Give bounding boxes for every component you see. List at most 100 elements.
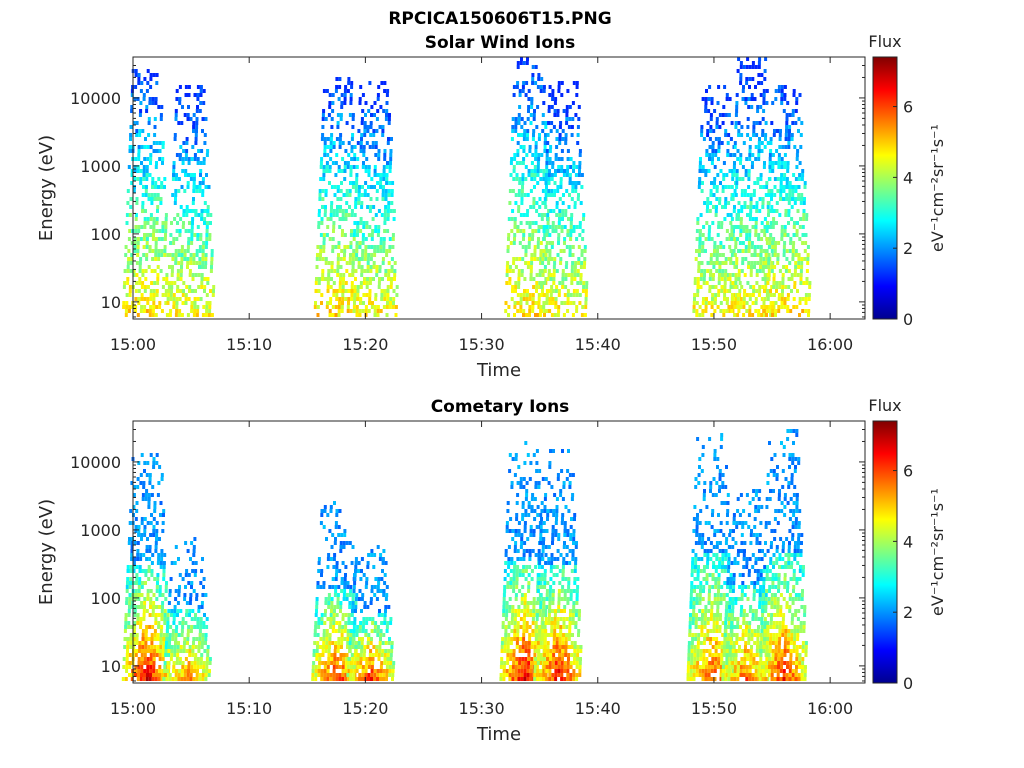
heat-cell (793, 285, 797, 289)
heat-cell (520, 669, 524, 673)
heat-cell (505, 669, 509, 673)
heat-cell (140, 517, 144, 521)
heat-cell (385, 165, 389, 169)
heat-cell (368, 281, 372, 285)
heat-cell (138, 265, 142, 269)
heat-cell (339, 549, 343, 553)
heat-cell (524, 649, 528, 653)
heat-cell (511, 285, 515, 289)
heat-cell (528, 149, 532, 153)
heat-cell (566, 149, 570, 153)
heat-cell (700, 189, 704, 193)
heat-cell (189, 253, 193, 257)
heat-cell (563, 241, 566, 245)
heat-cell (743, 205, 747, 209)
heat-cell (168, 641, 171, 645)
heat-cell (133, 97, 137, 101)
heat-cell (517, 613, 521, 617)
heat-cell (767, 177, 771, 181)
heat-cell (143, 285, 147, 289)
heat-cell (205, 309, 209, 313)
heat-cell (565, 245, 569, 249)
heat-cell (772, 221, 775, 225)
heat-cell (712, 261, 716, 265)
heat-cell (754, 297, 758, 301)
heat-cell (135, 129, 139, 133)
heat-cell (376, 305, 380, 309)
heat-cell (155, 73, 159, 77)
heat-cell (385, 113, 388, 117)
heat-cell (550, 177, 554, 181)
heat-cell (178, 661, 182, 665)
heat-cell (516, 225, 520, 229)
heat-cell (795, 101, 799, 105)
heat-cell (322, 641, 326, 645)
heat-cell (332, 229, 335, 233)
heat-cell (520, 189, 524, 193)
heat-cell (700, 129, 704, 133)
heat-cell (513, 305, 517, 309)
heat-cell (504, 549, 508, 553)
heat-cell (719, 169, 723, 173)
heat-cell (512, 589, 516, 593)
heat-cell (529, 525, 533, 529)
heat-cell (351, 261, 355, 265)
heat-cell (137, 533, 141, 537)
heat-cell (130, 557, 134, 561)
heat-cell (577, 261, 581, 265)
heat-cell (553, 101, 557, 105)
heat-cell (371, 145, 375, 149)
heat-cell (386, 141, 390, 145)
heat-cell (369, 269, 373, 273)
heat-cell (349, 97, 353, 101)
heat-cell (323, 673, 327, 677)
heat-cell (184, 665, 188, 669)
heat-cell (317, 665, 321, 669)
heat-cell (578, 149, 582, 153)
heat-cell (167, 665, 171, 669)
heat-cell (149, 85, 153, 89)
heat-cell (190, 301, 194, 305)
heat-cell (359, 141, 363, 145)
heat-cell (339, 653, 343, 657)
heat-cell (346, 629, 350, 633)
heat-cell (783, 229, 787, 233)
heat-cell (764, 133, 768, 137)
heat-cell (502, 593, 506, 597)
heat-cell (312, 661, 316, 665)
heat-cell (204, 313, 208, 317)
colorbar-label: Flux (868, 32, 901, 51)
heat-cell (733, 225, 737, 229)
heat-cell (575, 85, 579, 89)
heat-cell (194, 645, 198, 649)
heat-cell (536, 513, 540, 517)
heat-cell (144, 497, 148, 501)
heat-cell (505, 529, 509, 533)
heat-cell (338, 569, 342, 573)
heat-cell (311, 673, 315, 677)
heat-cell (141, 201, 145, 205)
heat-cell (326, 137, 330, 141)
heat-cell (150, 637, 154, 641)
heat-cell (372, 265, 376, 269)
heat-cell (200, 281, 204, 285)
heat-cell (145, 177, 149, 181)
heat-cell (553, 261, 557, 265)
heat-cell (540, 217, 544, 221)
heat-cell (196, 237, 200, 241)
heat-cell (143, 597, 147, 601)
heat-cell (544, 245, 548, 249)
heat-cell (761, 201, 765, 205)
heat-cell (516, 633, 520, 637)
heat-cell (156, 649, 159, 653)
heat-cell (130, 549, 134, 553)
heat-cell (542, 225, 546, 229)
heat-cell (322, 89, 326, 93)
heat-cell (322, 237, 326, 241)
heat-cell (529, 669, 533, 673)
heat-cell (698, 229, 702, 233)
heat-cell (783, 85, 787, 89)
heat-cell (764, 121, 768, 125)
heat-cell (576, 269, 580, 273)
heat-cell (337, 305, 341, 309)
